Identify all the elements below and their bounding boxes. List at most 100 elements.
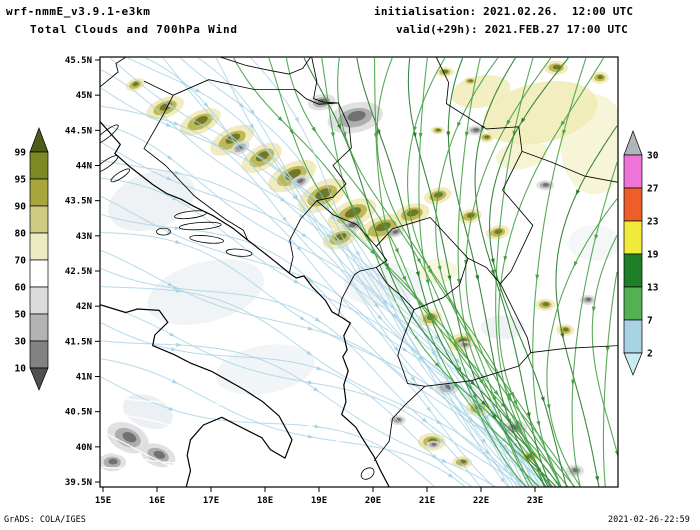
streamline-arrowhead xyxy=(515,477,522,483)
streamline-arrowhead xyxy=(172,196,179,201)
streamline-arrowhead xyxy=(392,313,399,318)
lon-tick-label: 18E xyxy=(257,496,273,506)
wind-colorbar-label: 27 xyxy=(647,184,658,195)
streamline-arrowhead xyxy=(591,306,596,313)
lat-tick-label: 42.5N xyxy=(65,267,92,277)
streamline-arrowhead xyxy=(301,232,308,238)
cloud-blob xyxy=(466,125,485,136)
streamline-arrowhead xyxy=(403,329,408,336)
cloud-blob xyxy=(140,443,176,468)
coastline xyxy=(100,121,390,487)
streamline-arrowhead xyxy=(314,317,321,323)
streamline-arrowhead xyxy=(169,332,176,337)
country-border xyxy=(521,151,618,183)
wind-colorbar-label: 19 xyxy=(647,250,659,261)
lat-tick-label: 45N xyxy=(76,91,92,101)
cloud-colorbar-label: 99 xyxy=(15,148,27,159)
streamline-arrowhead xyxy=(175,400,182,405)
streamline xyxy=(100,322,474,487)
cloud-blob xyxy=(179,108,221,136)
lat-tick-label: 45.5N xyxy=(65,56,92,66)
streamline xyxy=(100,123,528,487)
streamline-arrowhead xyxy=(296,245,302,252)
island-outline xyxy=(360,467,375,480)
streamline-arrowhead xyxy=(507,396,513,403)
streamline-arrowhead xyxy=(311,126,317,133)
streamline-arrowhead xyxy=(410,376,416,383)
coastline xyxy=(100,304,293,487)
streamline xyxy=(546,198,618,487)
cloud-blob xyxy=(343,263,424,308)
cloud-blob xyxy=(579,294,596,305)
streamline-arrowhead xyxy=(307,326,314,331)
cloud-blob xyxy=(426,440,441,449)
streamline-arrowhead xyxy=(175,239,181,244)
streamline-arrowhead xyxy=(173,121,180,126)
lat-tick-label: 43.5N xyxy=(65,197,92,207)
streamline-arrowhead xyxy=(481,400,487,406)
cloud-colorbar-label: 90 xyxy=(15,202,27,213)
cloud-blob xyxy=(146,95,185,120)
streamline xyxy=(321,57,530,487)
streamline-arrowhead xyxy=(342,132,347,139)
country-border xyxy=(397,309,425,387)
streamline-arrowhead xyxy=(431,350,436,357)
streamline-arrowhead xyxy=(316,366,323,370)
lat-tick-label: 42N xyxy=(76,302,92,312)
streamline-arrowhead xyxy=(472,394,477,401)
cloud-shading-layer xyxy=(100,60,618,477)
streamline-arrowhead xyxy=(175,288,182,293)
streamline-arrowhead xyxy=(500,477,506,484)
streamline-arrowhead xyxy=(425,279,430,286)
streamline-arrowhead xyxy=(595,476,599,482)
streamline xyxy=(100,304,482,487)
lon-tick-label: 15E xyxy=(95,496,111,506)
streamline-arrowhead xyxy=(377,314,383,321)
streamline-arrowhead xyxy=(393,346,399,352)
streamline xyxy=(356,57,561,487)
streamline-arrowhead xyxy=(170,347,177,351)
streamline-arrowhead xyxy=(490,258,495,265)
streamline-arrowhead xyxy=(171,379,178,384)
streamline-arrowhead xyxy=(429,385,435,391)
chart-title: Total Clouds and 700hPa Wind xyxy=(30,23,238,36)
streamline-arrowhead xyxy=(446,131,451,138)
streamline-arrowhead xyxy=(330,215,335,222)
streamline xyxy=(100,448,340,487)
country-border xyxy=(288,200,318,274)
country-border xyxy=(143,79,339,105)
wind-colorbar-label: 7 xyxy=(647,316,653,327)
streamline-arrowhead xyxy=(546,404,551,410)
streamline-arrowhead xyxy=(535,274,540,281)
cloud-blob xyxy=(458,208,483,224)
map-frame: 15E 16E 17E 18E 19E 20E 21E 22E 23E 45.5N 45N 44.5N… xyxy=(65,56,619,506)
streamline-arrowhead xyxy=(174,170,181,175)
streamline xyxy=(100,412,312,487)
streamline-arrowhead xyxy=(374,303,379,309)
streamline-arrowhead xyxy=(174,425,181,429)
creation-timestamp: 2021-02-26-22:59 xyxy=(608,515,690,525)
streamline-arrowhead xyxy=(520,117,526,124)
streamline-arrowhead xyxy=(506,119,511,126)
country-border xyxy=(435,57,523,152)
streamline-arrowhead xyxy=(456,278,461,285)
cloud-blob xyxy=(125,78,146,92)
cloud-blob xyxy=(556,324,575,337)
streamline-arrowhead xyxy=(166,176,173,181)
streamline-arrowhead xyxy=(168,406,175,411)
streamline-arrowhead xyxy=(307,380,314,385)
cloud-blob xyxy=(435,66,454,77)
island-outline xyxy=(110,168,131,183)
streamline-arrowhead xyxy=(168,103,174,109)
country-border xyxy=(316,102,352,202)
streamline-arrowhead xyxy=(203,102,209,108)
country-border xyxy=(373,385,426,462)
country-border xyxy=(337,267,377,317)
country-border xyxy=(467,257,501,284)
streamline xyxy=(100,376,436,487)
streamline-arrowhead xyxy=(470,380,476,386)
streamline-arrowhead xyxy=(594,234,599,241)
streamline-arrowhead xyxy=(491,414,497,420)
lon-tick-label: 20E xyxy=(365,496,381,506)
streamline-arrowhead xyxy=(413,126,417,133)
